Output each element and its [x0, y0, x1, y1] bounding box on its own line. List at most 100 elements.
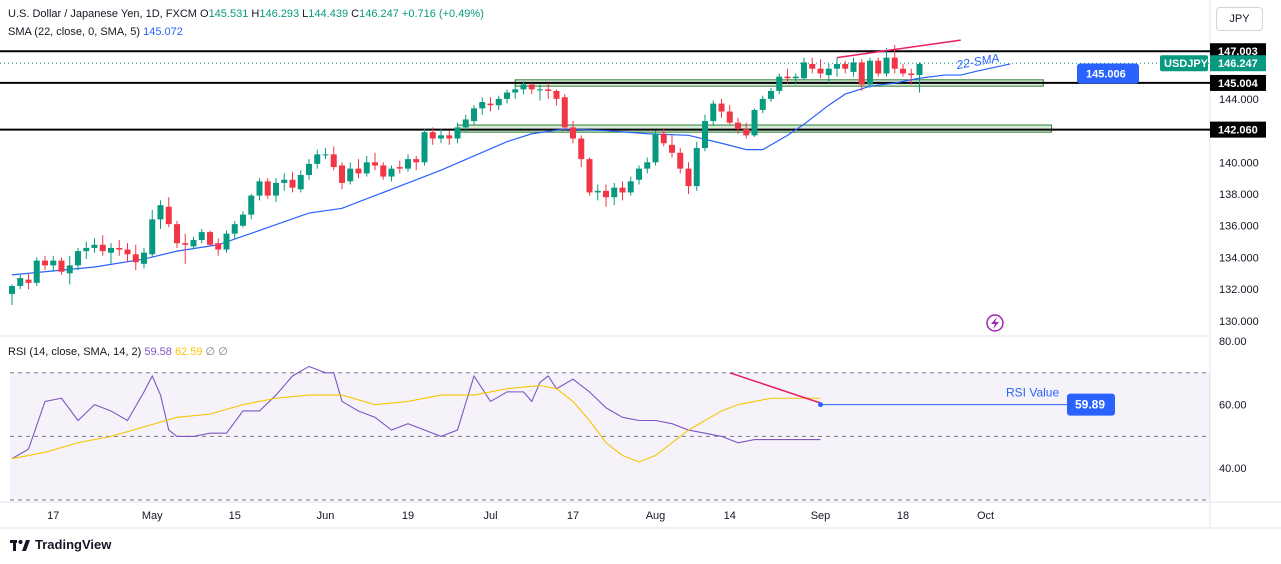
candle-body	[768, 90, 774, 99]
candle-body	[380, 165, 387, 177]
candle-body	[256, 181, 263, 196]
candle-body	[446, 135, 453, 139]
flash-icon-ring	[986, 314, 1004, 332]
level-price-label: 142.060	[1218, 125, 1258, 137]
sma-annotation: 22-SMA	[954, 51, 1000, 72]
candle-body	[116, 247, 123, 250]
candle-body	[743, 128, 750, 136]
candle-body	[438, 135, 444, 139]
candle-body	[603, 190, 609, 198]
price-tick-label: 140.000	[1219, 157, 1259, 169]
candle-body	[223, 233, 230, 250]
candle-body	[561, 97, 568, 128]
time-tick-label: Oct	[977, 510, 994, 522]
current-price-badge	[1210, 55, 1266, 72]
candle-body	[487, 103, 494, 106]
candle-body	[479, 102, 486, 109]
candle-body	[264, 181, 271, 196]
candle-body	[570, 127, 576, 139]
high-value: 146.293	[259, 8, 300, 20]
candle-body	[660, 133, 667, 144]
candle-body	[842, 63, 849, 69]
current-price-label: 146.247	[1218, 58, 1258, 70]
candle-body	[883, 57, 890, 74]
candle-body	[454, 127, 461, 139]
candle-body	[702, 121, 708, 149]
symbol-name: U.S. Dollar / Japanese Yen, 1D, FXCM	[8, 8, 197, 20]
candle-body	[9, 286, 15, 294]
flash-icon	[986, 314, 1004, 332]
candle-body	[182, 243, 189, 245]
sma-legend: SMA (22, close, 0, SMA, 5) 145.072	[8, 26, 183, 38]
sma-legend-value: 145.072	[143, 26, 183, 38]
candle-body	[726, 111, 733, 123]
candle-body	[421, 132, 428, 163]
candle-body	[330, 154, 337, 168]
candle-body	[273, 182, 279, 196]
price-tick-label: 138.000	[1219, 189, 1259, 201]
level-price-badge	[1210, 74, 1266, 91]
candle-body	[867, 60, 873, 85]
tradingview-logo-icon	[10, 539, 30, 551]
candle-body	[611, 187, 618, 198]
candle-body	[751, 109, 758, 136]
flash-icon-bolt	[991, 317, 999, 329]
rsi-value-label: 59.89	[1075, 398, 1105, 412]
candle-body	[891, 57, 898, 69]
time-tick-label: Jun	[317, 510, 335, 522]
time-tick-label: May	[142, 510, 163, 522]
price-tick-label: 136.000	[1219, 221, 1259, 233]
candle-body	[289, 179, 296, 188]
candle-body	[801, 62, 807, 79]
main-legend: U.S. Dollar / Japanese Yen, 1D, FXCM O14…	[8, 8, 484, 20]
candle-body	[545, 89, 552, 91]
price-tick-label: 132.000	[1219, 284, 1259, 296]
currency-button[interactable]: JPY	[1216, 7, 1263, 31]
sma-params: SMA (22, close, 0, SMA, 5)	[8, 26, 141, 38]
candle-body	[809, 63, 816, 69]
rsi-tick-label: 40.00	[1219, 463, 1247, 475]
candle-body	[627, 181, 634, 193]
candle-body	[83, 247, 90, 252]
rsi-extra-1: ∅	[205, 346, 216, 358]
high-label: H	[251, 8, 260, 20]
candle-body	[718, 103, 725, 112]
candle-body	[520, 84, 527, 90]
candle-body	[462, 119, 469, 128]
candle-body	[586, 159, 593, 193]
candle-body	[685, 168, 692, 187]
time-tick-label: 15	[229, 510, 241, 522]
candle-body	[25, 279, 32, 283]
candle-body	[512, 89, 519, 93]
candle-body	[99, 244, 106, 252]
candle-body	[759, 98, 766, 110]
rsi-sma-line	[11, 384, 821, 463]
candle-body	[693, 148, 700, 187]
level-price-badge	[1210, 121, 1266, 138]
sma-value-badge	[1077, 63, 1139, 84]
candle-body	[495, 98, 502, 106]
tradingview-brand: TradingView	[10, 537, 111, 552]
time-tick-label: 18	[897, 510, 909, 522]
candle-body	[735, 122, 741, 129]
candle-body	[339, 165, 345, 183]
rsi-legend-value: 59.58	[144, 346, 172, 358]
price-tick-label: 144.000	[1219, 94, 1259, 106]
close-value: 146.247	[359, 8, 399, 20]
candle-body	[908, 73, 915, 76]
candle-body	[306, 163, 312, 175]
candle-body	[190, 240, 197, 247]
candle-body	[91, 244, 98, 248]
candle-body	[231, 224, 238, 234]
time-tick-label: Sep	[811, 510, 831, 522]
brand-name: TradingView	[35, 537, 112, 552]
candle-body	[916, 63, 923, 76]
close-label: C	[351, 8, 360, 20]
rsi-trendline	[729, 372, 821, 404]
candle-body	[281, 179, 288, 183]
candle-body	[405, 159, 411, 169]
candle-body	[388, 168, 395, 177]
candle-body	[207, 232, 213, 245]
candle-body	[50, 260, 57, 266]
